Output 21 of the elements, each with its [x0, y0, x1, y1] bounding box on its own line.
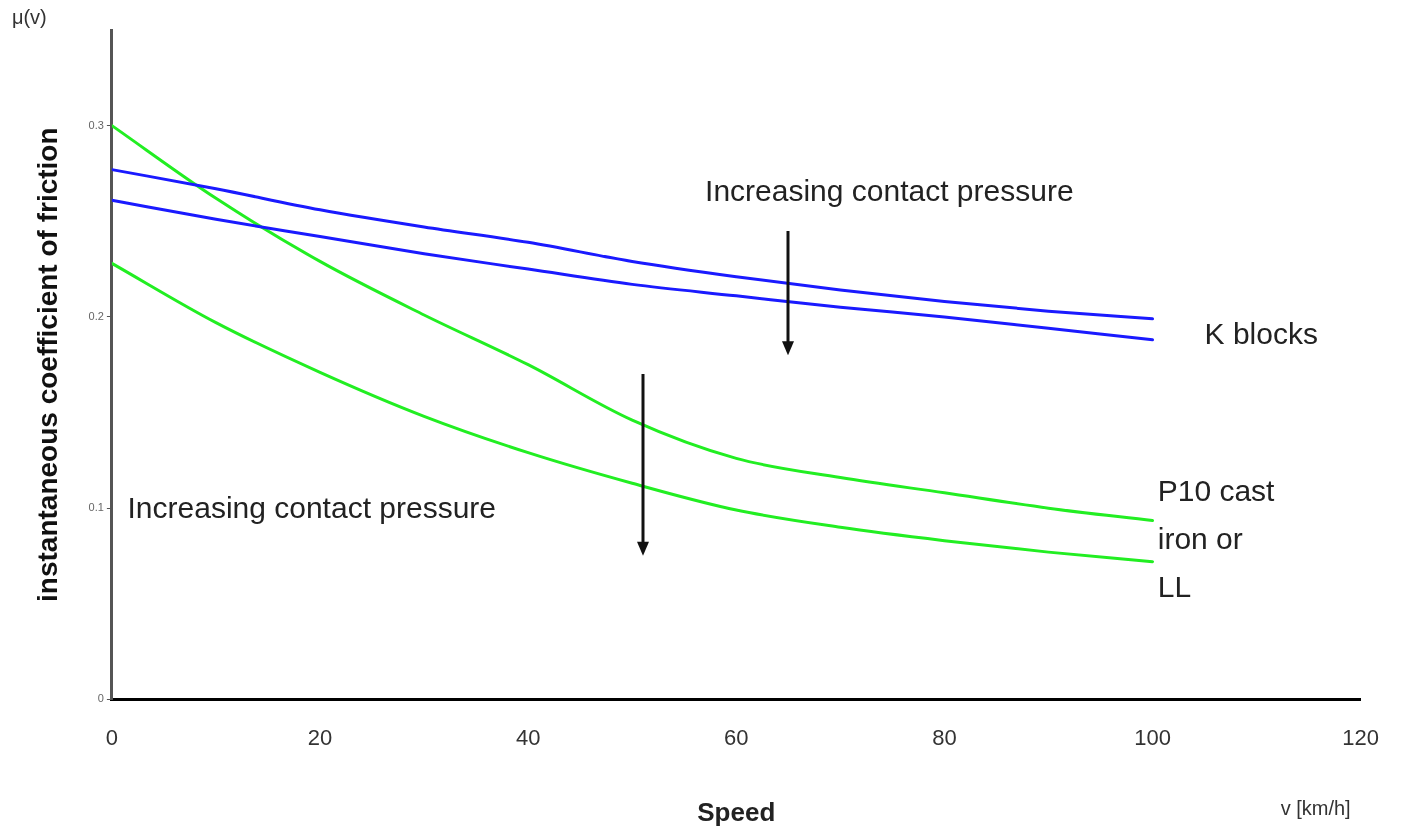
x-tick-label: 20 — [307, 724, 333, 750]
text: μ(v) — [11, 5, 47, 28]
y-tick-label: 0.2 — [88, 309, 104, 322]
line-series — [111, 124, 1155, 523]
text: v [km/h] — [1280, 796, 1351, 819]
y-tick-label: 0.3 — [88, 118, 104, 131]
annotation: Increasing contact pressure — [127, 491, 497, 525]
x-tick-label: 120 — [1342, 724, 1380, 750]
line-series — [111, 261, 1155, 564]
x-tick-label: 60 — [724, 724, 749, 750]
annotation: Increasing contact pressure — [705, 173, 1074, 207]
y-axis-title: instantaneous coefficient of friction — [31, 127, 63, 602]
x-tick-label: 40 — [515, 724, 541, 750]
x-tick-label: 80 — [932, 724, 957, 750]
x-tick-label: 100 — [1134, 724, 1171, 750]
annotation: P10 cast iron or LL — [1157, 474, 1276, 604]
y-tick-label: 0 — [97, 692, 104, 705]
x-axis-title: Speed — [697, 796, 776, 827]
annotation: K blocks — [1204, 317, 1318, 351]
y-tick-label: 0.1 — [88, 501, 104, 514]
line-series — [111, 168, 1155, 321]
